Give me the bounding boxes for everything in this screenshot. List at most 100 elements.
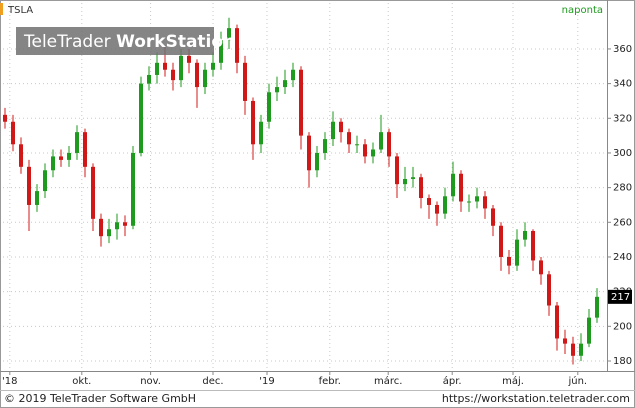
candle-body [155, 62, 159, 75]
candle-body [555, 305, 559, 339]
candle-body [51, 156, 55, 171]
candle-body [131, 152, 135, 226]
candle-body [315, 152, 319, 171]
y-tick-label: 240 [613, 252, 632, 263]
candle-body [59, 156, 63, 160]
watermark-part: WorkStation [116, 32, 235, 52]
candle-body [171, 69, 175, 81]
candle-body [443, 196, 447, 214]
candle-body [291, 69, 295, 81]
x-tick-label: '19 [259, 376, 274, 387]
candle-body [115, 222, 119, 230]
candle-body [507, 256, 511, 266]
candle-body [515, 239, 519, 266]
candle-body [235, 28, 239, 63]
candle-body [243, 62, 247, 101]
candle-body [299, 69, 303, 136]
candle-body [451, 173, 455, 197]
y-tick-label: 320 [613, 113, 632, 124]
candle-body [323, 139, 327, 153]
candle-body [595, 296, 599, 318]
candle-body [371, 149, 375, 157]
y-tick-label: 180 [613, 356, 632, 367]
candle-body [307, 135, 311, 171]
x-tick-label: nov. [140, 376, 161, 387]
candle-body [395, 156, 399, 185]
candle-body [267, 92, 271, 122]
candle-body [499, 225, 503, 257]
candle-body [403, 178, 407, 185]
y-tick-label: 360 [613, 44, 632, 55]
y-tick-label: 260 [613, 217, 632, 228]
candle-body [163, 62, 167, 70]
candle-body [491, 208, 495, 226]
watermark-part: TeleTrader [23, 32, 111, 52]
candle-body [339, 121, 343, 133]
x-tick-label: febr. [319, 376, 341, 387]
x-tick-label: dec. [202, 376, 223, 387]
candle-body [43, 170, 47, 192]
candle-body [27, 166, 31, 205]
candle-body [283, 80, 287, 88]
candle-body [11, 121, 15, 145]
x-tick-label: máj. [502, 375, 524, 387]
candle-body [539, 260, 543, 275]
candle-body [587, 317, 591, 344]
candle-body [259, 121, 263, 145]
candle-body [139, 83, 143, 153]
candle-body [347, 132, 351, 145]
candle-body [99, 218, 103, 237]
candle-body [523, 230, 527, 240]
url: https://workstation.teletrader.com [442, 392, 630, 405]
candle-body [187, 55, 191, 63]
candle-body [563, 338, 567, 344]
candle-body [379, 132, 383, 150]
candle-body [531, 230, 535, 261]
watermark: TeleTrader WorkStation [23, 32, 235, 52]
y-tick-label: 340 [613, 79, 632, 90]
candle-body [459, 173, 463, 202]
candle-body [203, 69, 207, 88]
candle-body [355, 144, 359, 146]
candle-body [579, 343, 583, 356]
candle-body [91, 166, 95, 219]
candle-body [179, 55, 183, 81]
last-price-box [608, 289, 632, 304]
symbol-marker [0, 3, 3, 15]
last-price-label: 217 [611, 292, 630, 303]
copyright: © 2019 TeleTrader Software GmbH [4, 392, 196, 405]
candle-body [83, 132, 87, 167]
x-tick-label: '18 [2, 376, 17, 387]
watermark-box [16, 27, 214, 55]
candle-body [123, 222, 127, 226]
interval: naponta [562, 5, 603, 16]
candle-body [411, 177, 415, 179]
x-tick-label: okt. [72, 376, 91, 387]
candle-body [483, 196, 487, 209]
candle-body [35, 191, 39, 205]
candle-body [363, 144, 367, 157]
x-tick-label: ápr. [443, 375, 462, 387]
y-tick-label: 300 [613, 148, 632, 159]
candle-body [435, 204, 439, 214]
candle-body [275, 87, 279, 93]
y-tick-label: 200 [613, 321, 632, 332]
candle-body [427, 198, 431, 205]
candle-body [147, 74, 151, 84]
x-tick-label: márc. [374, 375, 402, 387]
candle-body [3, 114, 7, 122]
candle-body [475, 196, 479, 202]
candle-body [75, 132, 79, 153]
candle-body [107, 229, 111, 237]
candle-body [571, 343, 575, 356]
candle-body [211, 62, 215, 70]
x-tick-label: jún. [567, 375, 587, 387]
symbol: TSLA [7, 5, 33, 16]
candle-body [387, 132, 391, 157]
candle-body [227, 28, 231, 41]
candle-body [19, 144, 23, 167]
candle-body [331, 121, 335, 140]
candle-body [195, 62, 199, 88]
candle-body [67, 152, 71, 160]
